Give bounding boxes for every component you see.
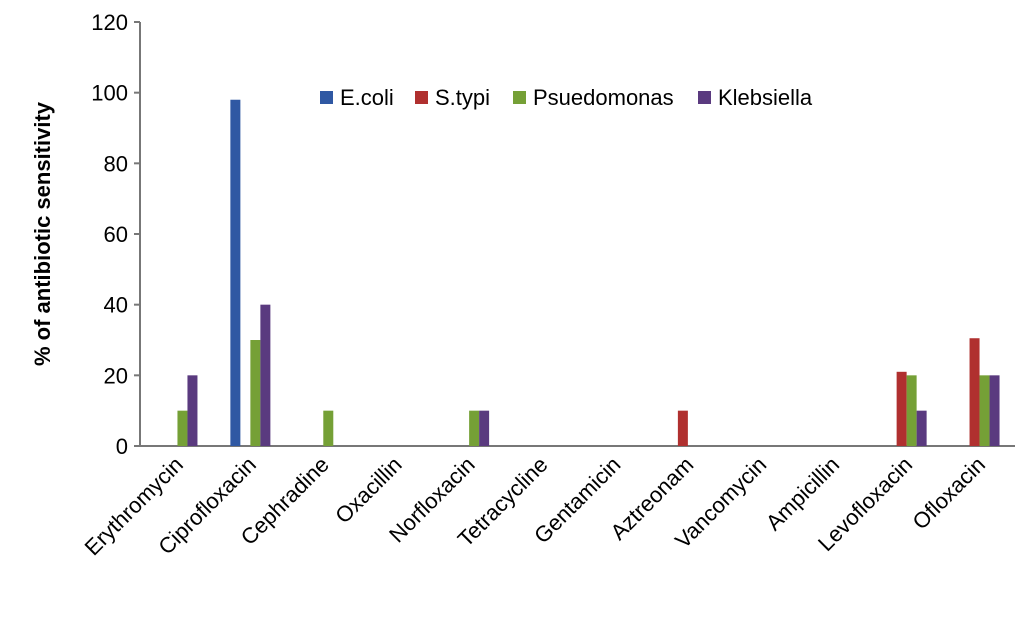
bar-psuedomonas-erythromycin <box>177 410 188 446</box>
y-tick-label: 60 <box>104 222 128 247</box>
y-tick-label: 0 <box>116 434 128 459</box>
x-tick-label: Ofloxacin <box>908 452 991 535</box>
bar-psuedomonas-norfloxacin <box>469 410 480 446</box>
y-tick-label: 40 <box>104 293 128 318</box>
legend-label: Psuedomonas <box>533 85 674 110</box>
legend-swatch <box>320 91 333 104</box>
y-tick-label: 20 <box>104 363 128 388</box>
legend-label: S.typi <box>435 85 490 110</box>
y-tick-label: 120 <box>91 10 128 35</box>
y-tick-label: 100 <box>91 81 128 106</box>
legend-swatch <box>415 91 428 104</box>
bar-stypi-aztreonam <box>677 410 688 446</box>
bar-klebsiella-erythromycin <box>187 375 198 446</box>
bar-klebsiella-norfloxacin <box>479 410 490 446</box>
bar-psuedomonas-ciprofloxacin <box>250 340 261 446</box>
bar-stypi-ofloxacin <box>969 338 980 446</box>
bar-ecoli-ciprofloxacin <box>230 99 241 446</box>
bar-klebsiella-levofloxacin <box>916 410 927 446</box>
legend-swatch <box>698 91 711 104</box>
legend-swatch <box>513 91 526 104</box>
legend-label: Klebsiella <box>718 85 813 110</box>
bar-psuedomonas-cephradine <box>323 410 334 446</box>
y-tick-label: 80 <box>104 151 128 176</box>
y-axis-label: % of antibiotic sensitivity <box>30 101 55 366</box>
legend-label: E.coli <box>340 85 394 110</box>
bar-psuedomonas-levofloxacin <box>906 375 917 446</box>
bar-klebsiella-ofloxacin <box>989 375 1000 446</box>
bar-klebsiella-ciprofloxacin <box>260 304 271 446</box>
bar-stypi-levofloxacin <box>896 371 907 446</box>
x-tick-label: Oxacillin <box>330 452 406 528</box>
bar-psuedomonas-ofloxacin <box>979 375 990 446</box>
